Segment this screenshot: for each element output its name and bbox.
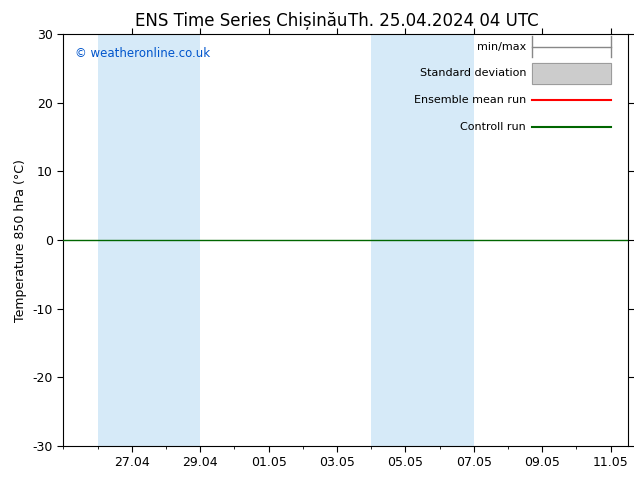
Text: Ensemble mean run: Ensemble mean run	[414, 95, 526, 105]
Bar	[371, 34, 474, 446]
Bar	[98, 34, 200, 446]
Bar	[532, 63, 611, 84]
Text: ENS Time Series Chișinău: ENS Time Series Chișinău	[135, 12, 347, 30]
Text: Controll run: Controll run	[460, 122, 526, 132]
Text: © weatheronline.co.uk: © weatheronline.co.uk	[75, 47, 210, 60]
Bar	[532, 63, 611, 84]
Text: Th. 25.04.2024 04 UTC: Th. 25.04.2024 04 UTC	[349, 12, 539, 30]
Y-axis label: Temperature 850 hPa (°C): Temperature 850 hPa (°C)	[14, 159, 27, 321]
Text: Standard deviation: Standard deviation	[420, 69, 526, 78]
Text: min/max: min/max	[477, 42, 526, 51]
